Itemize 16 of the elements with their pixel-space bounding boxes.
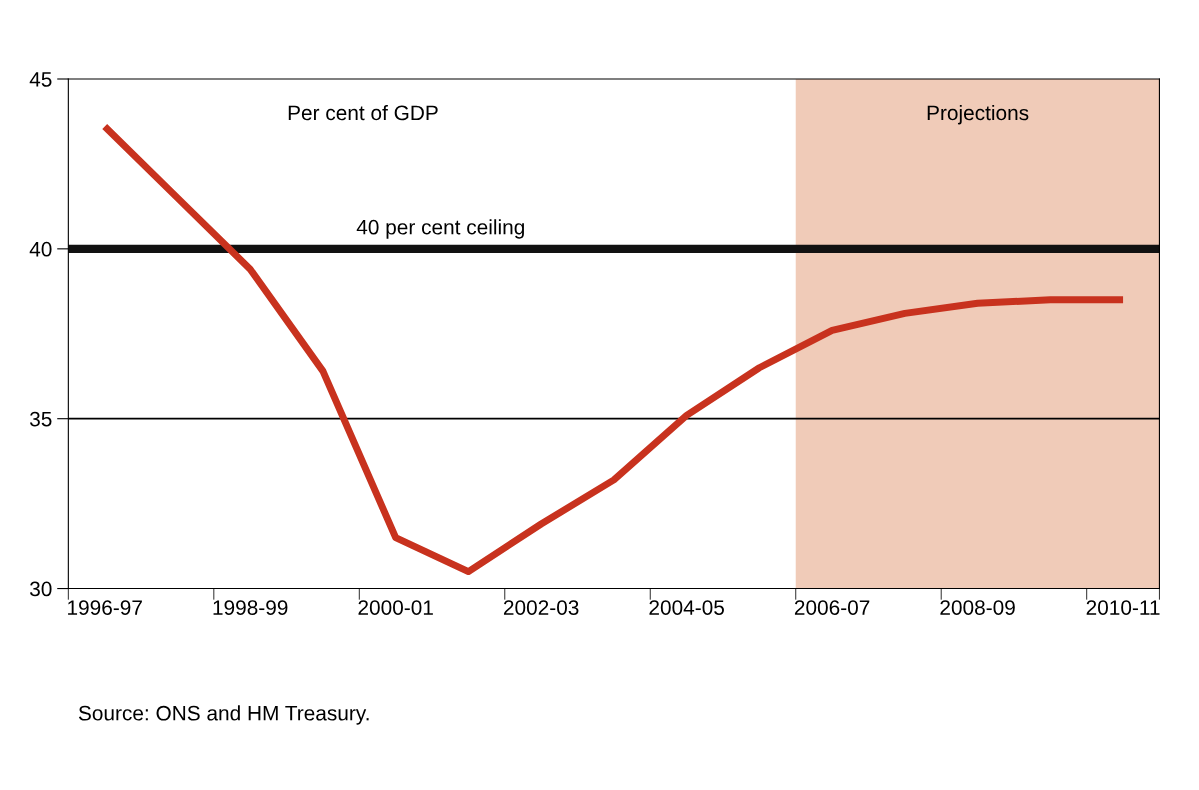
- ref-line-label: 40 per cent ceiling: [356, 219, 524, 239]
- x-tick-label: 2002-03: [503, 600, 579, 615]
- x-tick-label: 2006-07: [794, 600, 870, 615]
- y-tick-label: 35: [29, 411, 52, 427]
- x-tick-label: 2000-01: [358, 600, 433, 615]
- x-tick-label: 1998-99: [213, 600, 288, 615]
- x-tick-label: 2008-09: [940, 600, 1015, 615]
- x-tick-label: 2010-11: [1086, 600, 1160, 615]
- x-tick-label: 1996-97: [68, 600, 142, 615]
- annotation: Per cent of GDP: [288, 104, 438, 121]
- band-label: Projections: [927, 104, 1029, 125]
- y-tick-label: 30: [29, 581, 52, 597]
- y-tick-label: 45: [29, 72, 52, 87]
- y-tick-label: 40: [29, 241, 52, 257]
- x-tick-label: 2004-05: [649, 600, 724, 615]
- source-note: Source: ONS and HM Treasury.: [78, 705, 369, 725]
